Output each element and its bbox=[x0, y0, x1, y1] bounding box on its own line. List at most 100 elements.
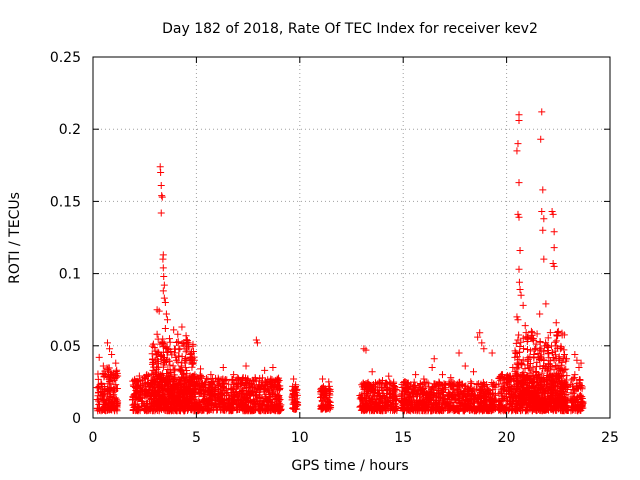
data-point bbox=[267, 378, 275, 386]
data-point bbox=[383, 394, 391, 402]
data-point bbox=[167, 399, 175, 407]
data-point bbox=[170, 326, 178, 334]
data-point bbox=[515, 117, 523, 125]
data-point bbox=[160, 281, 168, 289]
data-point bbox=[552, 319, 560, 327]
data-point bbox=[114, 372, 122, 380]
data-point bbox=[220, 399, 228, 407]
data-point bbox=[152, 378, 160, 386]
data-point bbox=[176, 398, 184, 406]
data-point bbox=[383, 379, 391, 387]
data-point bbox=[154, 371, 162, 379]
data-point bbox=[390, 407, 398, 415]
data-point bbox=[204, 406, 212, 414]
data-point bbox=[322, 405, 330, 413]
data-point bbox=[389, 384, 397, 392]
data-point bbox=[391, 399, 399, 407]
data-point bbox=[326, 391, 334, 399]
data-point bbox=[145, 372, 153, 380]
data-point bbox=[113, 400, 121, 408]
data-point bbox=[320, 402, 328, 410]
data-point bbox=[438, 371, 446, 379]
data-point bbox=[178, 323, 186, 331]
data-point bbox=[184, 387, 192, 395]
data-point bbox=[219, 363, 227, 371]
data-point bbox=[236, 380, 244, 388]
data-point bbox=[260, 386, 268, 394]
data-point bbox=[95, 353, 103, 361]
data-point bbox=[551, 338, 559, 346]
data-point bbox=[135, 372, 143, 380]
x-tick-label: 25 bbox=[601, 430, 619, 446]
data-point bbox=[110, 391, 118, 399]
data-point bbox=[488, 349, 496, 357]
data-points bbox=[93, 108, 587, 415]
data-point bbox=[467, 378, 475, 386]
data-point bbox=[359, 379, 367, 387]
data-point bbox=[368, 401, 376, 409]
x-tick-label: 0 bbox=[89, 430, 98, 446]
data-point bbox=[167, 393, 175, 401]
data-point bbox=[111, 406, 119, 414]
data-point bbox=[163, 343, 171, 351]
data-point bbox=[531, 345, 539, 353]
data-point bbox=[248, 387, 256, 395]
data-point bbox=[163, 316, 171, 324]
data-point bbox=[515, 265, 523, 273]
data-point bbox=[247, 392, 255, 400]
data-point bbox=[156, 393, 164, 401]
data-point bbox=[183, 398, 191, 406]
data-point bbox=[181, 397, 189, 405]
data-point bbox=[112, 359, 120, 367]
data-point bbox=[153, 330, 161, 338]
data-point bbox=[136, 394, 144, 402]
data-point bbox=[292, 400, 300, 408]
data-point bbox=[230, 379, 238, 387]
data-point bbox=[202, 374, 210, 382]
data-point bbox=[175, 375, 183, 383]
data-point bbox=[197, 365, 205, 373]
data-point bbox=[273, 390, 281, 398]
data-point bbox=[218, 394, 226, 402]
data-point bbox=[186, 381, 194, 389]
data-point bbox=[196, 381, 204, 389]
data-point bbox=[392, 403, 400, 411]
data-point bbox=[319, 375, 327, 383]
data-point bbox=[174, 330, 182, 338]
data-point bbox=[161, 298, 169, 306]
data-point bbox=[294, 401, 302, 409]
y-tick-label: 0 bbox=[72, 411, 81, 427]
x-tick-label: 15 bbox=[394, 430, 412, 446]
x-axis-label: GPS time / hours bbox=[291, 458, 408, 474]
data-point bbox=[101, 390, 109, 398]
data-point bbox=[514, 140, 522, 148]
data-point bbox=[380, 403, 388, 411]
data-point bbox=[105, 402, 113, 410]
data-point bbox=[193, 379, 201, 387]
data-point bbox=[233, 391, 241, 399]
data-point bbox=[224, 397, 232, 405]
data-point bbox=[151, 400, 159, 408]
data-point bbox=[519, 301, 527, 309]
data-point bbox=[161, 359, 169, 367]
data-point bbox=[363, 406, 371, 414]
data-point bbox=[238, 379, 246, 387]
data-point bbox=[271, 400, 279, 408]
data-point bbox=[374, 389, 382, 397]
data-point bbox=[428, 363, 436, 371]
data-point bbox=[189, 342, 197, 350]
data-point bbox=[152, 347, 160, 355]
data-point bbox=[208, 381, 216, 389]
data-point bbox=[537, 135, 545, 143]
data-point bbox=[515, 278, 523, 286]
data-point bbox=[183, 344, 191, 352]
data-point bbox=[275, 403, 283, 411]
data-point bbox=[247, 403, 255, 411]
data-point bbox=[99, 397, 107, 405]
data-point bbox=[383, 380, 391, 388]
data-point bbox=[159, 339, 167, 347]
data-point bbox=[161, 400, 169, 408]
data-point bbox=[542, 300, 550, 308]
data-point bbox=[181, 354, 189, 362]
data-point bbox=[536, 310, 544, 318]
